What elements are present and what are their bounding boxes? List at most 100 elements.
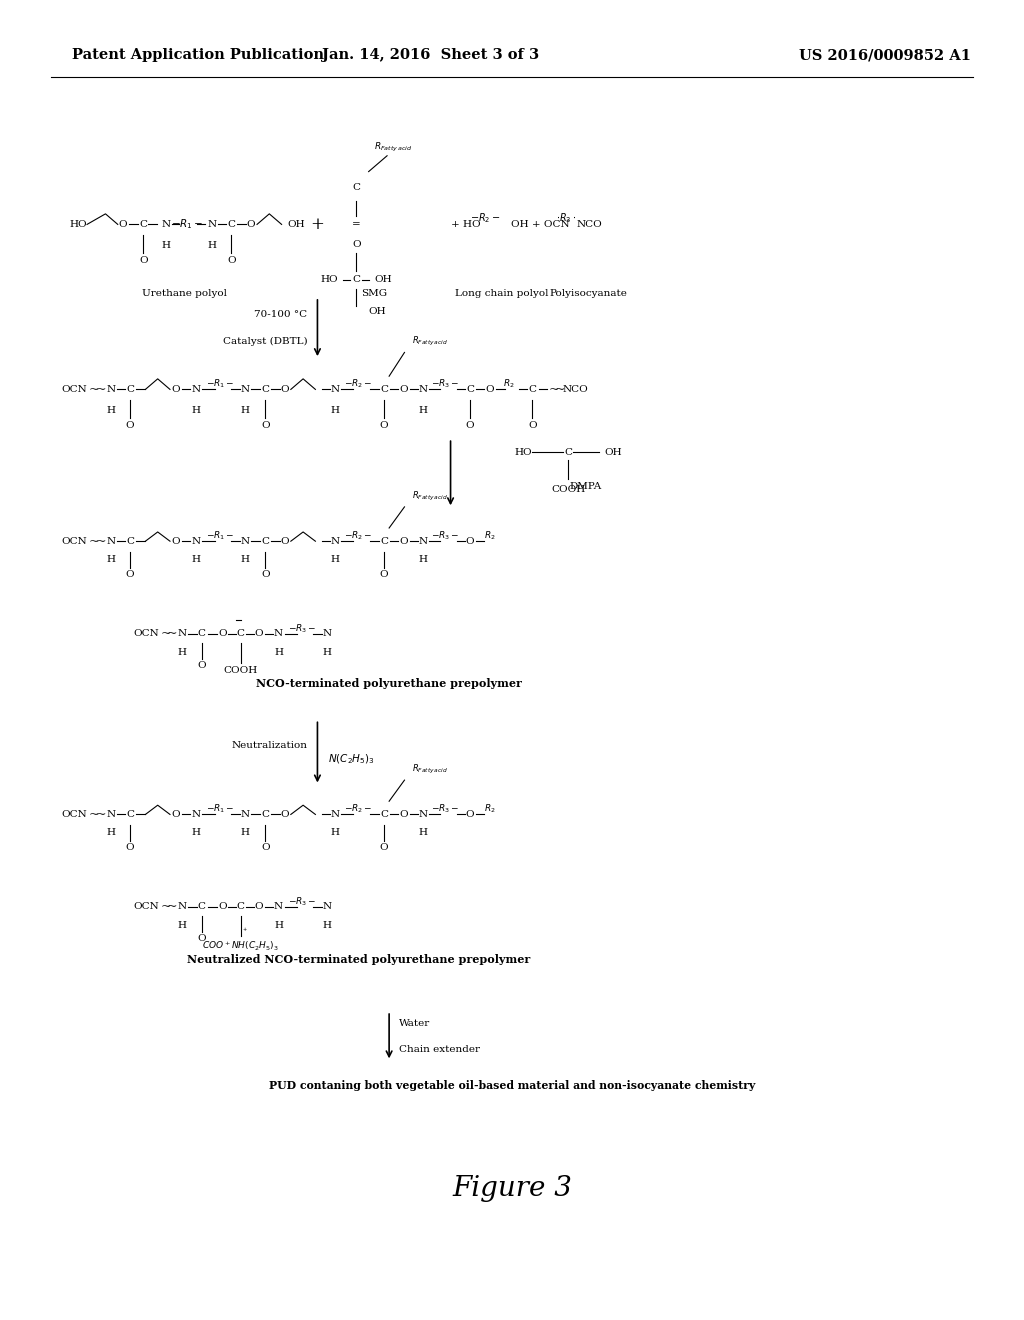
Text: N: N [106, 810, 115, 818]
Text: O: O [466, 810, 474, 818]
Text: H: H [323, 921, 331, 929]
Text: C: C [380, 385, 388, 393]
Text: N: N [419, 810, 427, 818]
Text: $-R_1-$: $-R_1-$ [206, 803, 234, 816]
Text: ~: ~ [161, 900, 171, 913]
Text: PUD contaning both vegetable oil-based material and non-isocyanate chemistry: PUD contaning both vegetable oil-based m… [269, 1080, 755, 1090]
Text: Polyisocyanate: Polyisocyanate [550, 289, 628, 297]
Text: OH: OH [375, 276, 392, 284]
Text: HO: HO [321, 276, 338, 284]
Text: ~: ~ [167, 900, 177, 913]
Text: O: O [399, 810, 408, 818]
Text: O: O [126, 843, 134, 851]
Text: Catalyst (DBTL): Catalyst (DBTL) [222, 337, 307, 346]
Text: C: C [126, 810, 134, 818]
Text: O: O [261, 843, 269, 851]
Text: Chain extender: Chain extender [399, 1045, 480, 1053]
Text: O: O [380, 421, 388, 429]
Text: O: O [198, 661, 206, 669]
Text: O: O [198, 935, 206, 942]
Text: NCO-terminated polyurethane prepolymer: NCO-terminated polyurethane prepolymer [256, 678, 522, 689]
Text: ~: ~ [89, 383, 99, 396]
Text: O: O [352, 240, 360, 248]
Text: $-R_3-$: $-R_3-$ [288, 895, 316, 908]
Text: C: C [528, 385, 537, 393]
Text: C: C [352, 183, 360, 191]
Text: O: O [261, 570, 269, 578]
Text: $R_2$: $R_2$ [503, 378, 515, 391]
Text: $R_{Fatty\/ acid}$: $R_{Fatty\/ acid}$ [374, 141, 413, 154]
Text: H: H [274, 648, 283, 656]
Text: N: N [323, 630, 331, 638]
Text: Neutralized NCO-terminated polyurethane prepolymer: Neutralized NCO-terminated polyurethane … [186, 954, 530, 965]
Text: C: C [261, 537, 269, 545]
Text: Long chain polyol: Long chain polyol [455, 289, 549, 297]
Text: N: N [323, 903, 331, 911]
Text: SMG: SMG [360, 289, 387, 297]
Text: C: C [237, 903, 245, 911]
Text: ~: ~ [95, 383, 105, 396]
Text: $R_2$: $R_2$ [483, 803, 496, 816]
Text: COOH: COOH [223, 667, 258, 675]
Text: H: H [241, 829, 249, 837]
Text: O: O [172, 537, 180, 545]
Text: +: + [310, 216, 325, 232]
Text: C: C [380, 537, 388, 545]
Text: H: H [191, 407, 200, 414]
Text: H: H [178, 921, 186, 929]
Text: N: N [178, 903, 186, 911]
Text: H: H [323, 648, 331, 656]
Text: $-R_1-$: $-R_1-$ [171, 218, 204, 231]
Text: N: N [241, 810, 249, 818]
Text: Water: Water [399, 1019, 431, 1027]
Text: O: O [485, 385, 494, 393]
Text: COOH: COOH [551, 484, 586, 494]
Text: O: O [247, 220, 255, 228]
Text: OH: OH [604, 447, 622, 457]
Text: N: N [162, 220, 170, 228]
Text: O: O [466, 537, 474, 545]
Text: H: H [208, 242, 216, 249]
Text: N: N [241, 537, 249, 545]
Text: Urethane polyol: Urethane polyol [141, 289, 227, 297]
Text: O: O [380, 570, 388, 578]
Text: H: H [419, 407, 427, 414]
Text: N: N [191, 810, 200, 818]
Text: O: O [261, 421, 269, 429]
Text: $R_2$: $R_2$ [483, 529, 496, 543]
Text: OCN: OCN [61, 810, 87, 818]
Text: N: N [106, 385, 115, 393]
Text: N: N [274, 903, 283, 911]
Text: N: N [208, 220, 216, 228]
Text: + HO: + HO [451, 220, 480, 228]
Text: O: O [466, 421, 474, 429]
Text: HO: HO [70, 220, 87, 228]
Text: ~: ~ [555, 383, 565, 396]
Text: Figure 3: Figure 3 [452, 1175, 572, 1201]
Text: =: = [352, 220, 360, 228]
Text: ~: ~ [549, 383, 559, 396]
Text: NCO: NCO [577, 220, 602, 228]
Text: H: H [241, 407, 249, 414]
Text: OCN: OCN [133, 630, 159, 638]
Text: H: H [419, 556, 427, 564]
Text: C: C [237, 630, 245, 638]
Text: O: O [139, 256, 147, 264]
Text: $R_{Fatty\/ acid}$: $R_{Fatty\/ acid}$ [412, 763, 447, 776]
Text: N: N [191, 385, 200, 393]
Text: C: C [261, 385, 269, 393]
Text: $R_{Fatty\/ acid}$: $R_{Fatty\/ acid}$ [412, 335, 447, 348]
Text: ~: ~ [167, 627, 177, 640]
Text: $-R_3-$: $-R_3-$ [288, 622, 316, 635]
Text: H: H [241, 556, 249, 564]
Text: OH: OH [369, 308, 386, 315]
Text: O: O [399, 385, 408, 393]
Text: $-R_1-$: $-R_1-$ [206, 378, 234, 391]
Text: OCN: OCN [61, 537, 87, 545]
Text: $R_{Fatty\/ acid}$: $R_{Fatty\/ acid}$ [412, 490, 447, 503]
Text: O: O [227, 256, 236, 264]
Text: C: C [352, 276, 360, 284]
Text: O: O [218, 903, 226, 911]
Text: H: H [274, 921, 283, 929]
Text: $-R_2-$: $-R_2-$ [344, 378, 373, 391]
